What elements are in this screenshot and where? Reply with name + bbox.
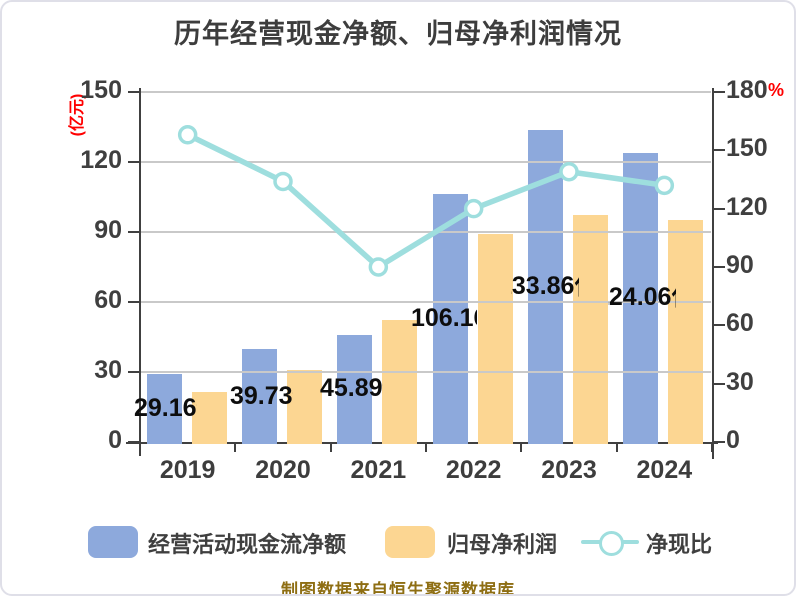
bar-value-text: 124.06亿 xyxy=(608,283,676,312)
ratio-marker xyxy=(177,125,198,145)
right-tick xyxy=(713,207,725,210)
y-tick-label-right: 30 xyxy=(726,367,754,396)
left-tick xyxy=(128,161,140,163)
x-tick xyxy=(520,444,523,452)
bar-value-label: 45.89亿 xyxy=(320,373,383,403)
right-axis-unit: % xyxy=(768,80,785,100)
y-tick-label-left: 90 xyxy=(94,216,122,244)
x-tick xyxy=(234,444,237,452)
bar-profit xyxy=(287,369,322,444)
legend-label-cash: 经营活动现金流净额 xyxy=(148,532,347,557)
ratio-circle-icon xyxy=(599,531,624,556)
x-tick-label: 2022 xyxy=(445,456,502,484)
x-tick-label: 2024 xyxy=(636,456,693,484)
bar-value-text: 106.16亿 xyxy=(411,304,477,333)
x-tick xyxy=(425,444,427,452)
right-tick xyxy=(713,266,725,268)
right-tick xyxy=(713,91,725,93)
bar-value-label: 29.16亿 xyxy=(134,393,197,423)
bar-profit xyxy=(382,319,418,444)
y-tick-label-left: 30 xyxy=(94,356,122,384)
gridline xyxy=(141,301,711,303)
right-tick xyxy=(713,324,725,327)
right-tick xyxy=(713,149,725,152)
bar-cash xyxy=(432,194,468,444)
ratio-marker xyxy=(654,175,675,196)
right-tick xyxy=(713,441,725,443)
profit-swatch-icon xyxy=(385,526,435,558)
ratio-marker xyxy=(368,257,389,277)
left-tick xyxy=(128,371,140,373)
bar-cash xyxy=(623,152,659,444)
bar-profit xyxy=(573,214,608,444)
gridline xyxy=(141,91,711,93)
bar-profit xyxy=(668,220,704,444)
ratio-marker xyxy=(559,161,579,182)
bar-value-label: 133.86亿 xyxy=(511,271,579,301)
data-source-caption: 制图数据来自恒生聚源数据库 xyxy=(281,581,515,596)
y-tick-label-left: 60 xyxy=(94,286,122,314)
bar-value-label: 124.06亿 xyxy=(608,282,676,312)
bar-profit xyxy=(477,234,513,444)
y-tick-label-right: 150 xyxy=(726,134,768,163)
x-tick xyxy=(329,444,332,452)
y-tick-label-left: 120 xyxy=(80,146,122,174)
ratio-marker xyxy=(273,171,293,192)
x-tick-label: 2023 xyxy=(541,456,597,484)
bar-value-text: 133.86亿 xyxy=(511,271,579,300)
gridline xyxy=(141,371,711,373)
y-tick-label-right: 180 xyxy=(726,76,768,104)
bar-value-text: 39.73亿 xyxy=(230,381,293,410)
left-tick xyxy=(128,91,140,93)
y-tick-label-right: 0 xyxy=(726,426,740,454)
x-axis xyxy=(126,442,718,444)
gridline xyxy=(141,231,711,233)
gridline xyxy=(141,161,711,163)
x-tick-label: 2019 xyxy=(159,456,216,484)
y-tick-label-right: 120 xyxy=(726,192,768,221)
left-tick xyxy=(128,441,140,443)
y-tick-label-right: 60 xyxy=(726,309,754,338)
bar-value-label: 39.73亿 xyxy=(230,381,293,411)
x-tick xyxy=(615,444,618,452)
bar-cash xyxy=(242,349,277,444)
bar-value-label: 106.16亿 xyxy=(411,303,477,333)
x-tick-label: 2021 xyxy=(350,456,407,484)
y-axis-left xyxy=(138,88,141,456)
chart-title: 历年经营现金净额、归母净利润情况 xyxy=(174,19,622,49)
x-tick xyxy=(139,444,141,452)
y-tick-label-left: 150 xyxy=(80,76,122,104)
left-tick xyxy=(128,231,140,233)
y-tick-label-left: 0 xyxy=(108,426,122,454)
x-tick xyxy=(711,444,713,452)
right-tick xyxy=(713,382,725,385)
legend: 经营活动现金流净额 归母净利润 净现比 xyxy=(2,524,794,562)
bar-profit xyxy=(191,392,227,444)
bar-value-text: 29.16亿 xyxy=(134,393,197,422)
ratio-line xyxy=(184,132,668,270)
y-axis-right xyxy=(711,88,714,459)
y-tick-label-right: 90 xyxy=(726,251,754,279)
ratio-marker xyxy=(463,198,484,219)
bar-cash xyxy=(337,334,373,444)
bar-cash xyxy=(146,373,182,444)
bar-value-text: 45.89亿 xyxy=(320,374,383,403)
legend-label-profit: 归母净利润 xyxy=(447,532,558,557)
cash-swatch-icon xyxy=(88,526,138,558)
x-tick-label: 2020 xyxy=(255,456,311,484)
legend-label-ratio: 净现比 xyxy=(646,532,713,557)
left-tick xyxy=(128,301,140,303)
